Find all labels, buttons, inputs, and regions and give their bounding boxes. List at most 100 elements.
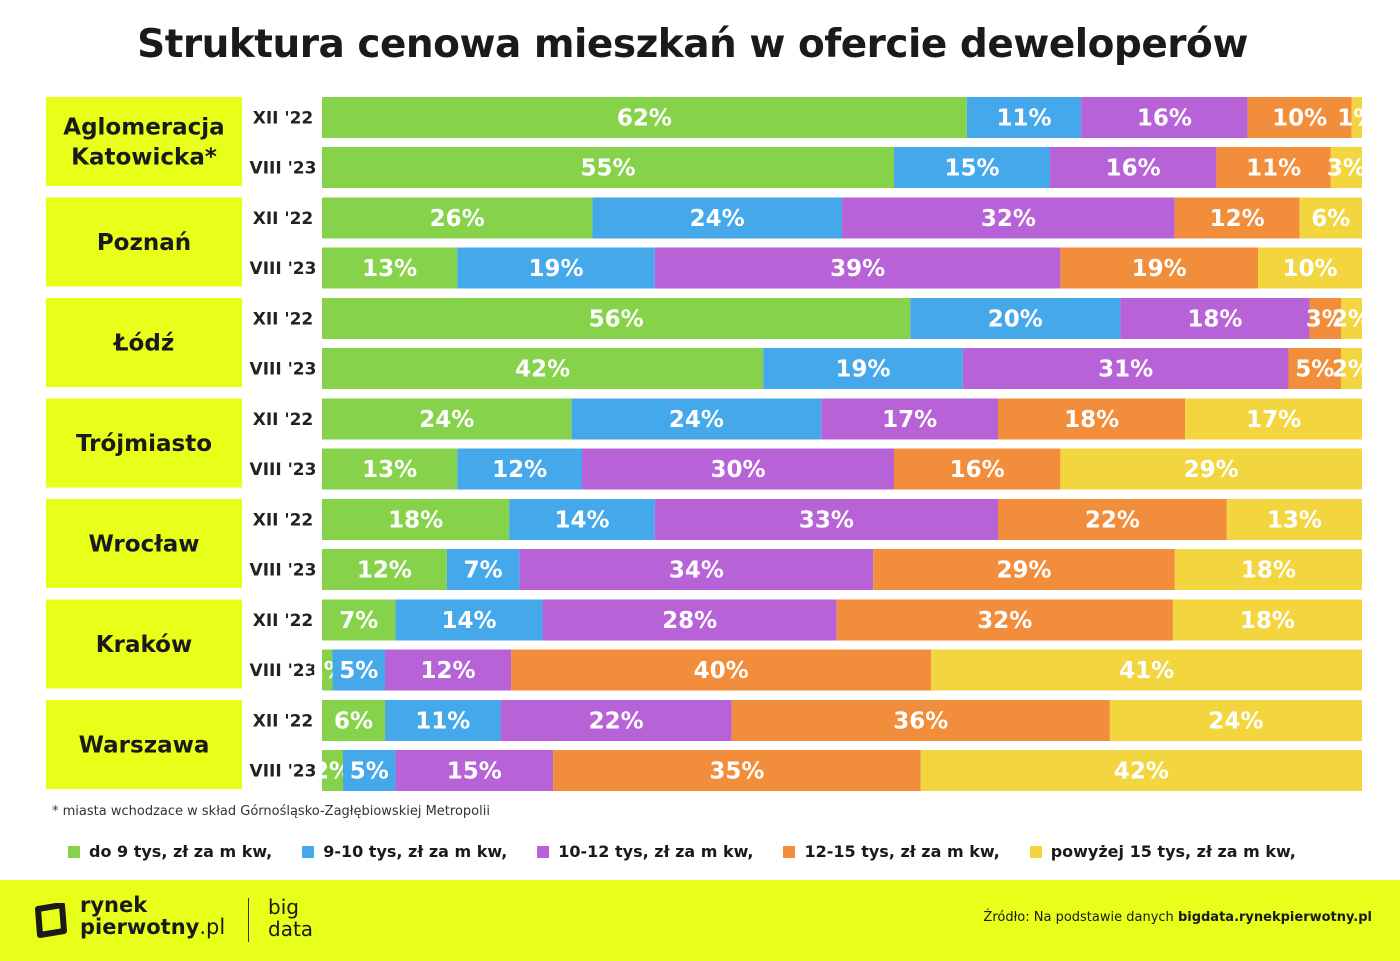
data-label: 14% — [554, 508, 609, 534]
data-label: 3% — [1327, 156, 1366, 182]
bar-segment — [322, 147, 894, 188]
bar-segment — [322, 649, 333, 691]
period-label: VIII '23 — [250, 460, 317, 480]
bar-segment — [457, 448, 582, 490]
source-prefix: Źródło: Na podstawie danych — [983, 910, 1174, 925]
bar-segment — [322, 348, 764, 389]
chart-title: Struktura cenowa mieszkań w ofercie dewe… — [137, 22, 1248, 67]
data-label: 19% — [835, 357, 890, 383]
data-label: 1% — [1337, 106, 1376, 132]
city-box — [46, 599, 242, 689]
city-box — [46, 197, 242, 287]
period-label: VIII '23 — [250, 762, 317, 782]
bar-segment — [1258, 247, 1362, 289]
data-label: 36% — [893, 709, 948, 735]
data-label: 12% — [1210, 206, 1265, 232]
bar-segment — [873, 549, 1175, 590]
bar-segment — [322, 197, 593, 239]
bar-segment — [511, 649, 932, 691]
logo-line2: pierwotny — [80, 915, 200, 939]
bar-segment — [731, 700, 1110, 741]
data-label: 5% — [1295, 357, 1334, 383]
rynekpierwotny-logo-text[interactable]: rynek pierwotny.pl — [80, 894, 225, 938]
data-label: 14% — [442, 608, 497, 634]
data-label: 22% — [589, 709, 644, 735]
logo-suffix: .pl — [199, 915, 226, 939]
legend-label: 10-12 tys, zł za m kw, — [558, 842, 754, 861]
bar-segment — [920, 750, 1362, 791]
city-label: Łódź — [112, 331, 174, 357]
city-label: Trójmiasto — [76, 431, 212, 457]
period-label: XII '22 — [253, 410, 314, 430]
bar-segment — [1288, 348, 1341, 389]
data-label: 18% — [1187, 307, 1242, 333]
data-label: 28% — [662, 608, 717, 634]
data-label: 35% — [709, 759, 764, 785]
bar-segment — [519, 549, 874, 590]
city-box — [46, 398, 242, 488]
bar-segment — [1185, 398, 1362, 440]
data-label: 32% — [981, 206, 1036, 232]
city-label: Aglomeracja — [63, 115, 224, 141]
bar-segment — [322, 549, 447, 590]
bar-segment — [385, 649, 512, 691]
city-label: Warszawa — [79, 733, 210, 759]
bigdata-logo-text[interactable]: big data — [268, 896, 313, 940]
data-label: 18% — [1241, 558, 1296, 584]
period-label: VIII '23 — [250, 360, 317, 380]
bar-segment — [500, 700, 732, 741]
bar-segment — [1216, 147, 1331, 188]
bar-segment — [910, 298, 1121, 339]
data-label: 42% — [1114, 759, 1169, 785]
bar-segment — [322, 398, 572, 440]
bar-segment — [1226, 499, 1362, 540]
bar-segment — [894, 448, 1061, 490]
city-box — [46, 700, 242, 789]
data-label: 31% — [1098, 357, 1153, 383]
data-label: 16% — [950, 457, 1005, 483]
period-label: XII '22 — [253, 310, 314, 330]
bar-segment — [1340, 298, 1362, 339]
data-label: 39% — [830, 256, 885, 282]
bar-segment — [654, 247, 1061, 289]
footnote: * miasta wchodzace w skład Górnośląsko-Z… — [52, 804, 490, 819]
bar-segment — [654, 499, 998, 540]
bar-segment — [998, 398, 1186, 440]
data-label: 16% — [1137, 106, 1192, 132]
data-label: 24% — [690, 206, 745, 232]
logo-divider — [248, 898, 249, 942]
bar-segment — [592, 197, 842, 239]
bar-segment — [1174, 549, 1362, 590]
legend-item: 12-15 tys, zł za m kw, — [783, 842, 1000, 861]
city-label: Katowicka* — [71, 145, 217, 171]
bar-segment — [931, 649, 1362, 691]
data-label: 19% — [1132, 256, 1187, 282]
period-label: XII '22 — [253, 109, 314, 129]
data-label: 20% — [988, 307, 1043, 333]
city-label: Wrocław — [88, 532, 199, 558]
bar-segment — [322, 599, 396, 641]
bar-segment — [998, 499, 1227, 540]
bar-segment — [332, 649, 386, 691]
bar-segment — [385, 700, 501, 741]
source-note: Źródło: Na podstawie danych bigdata.ryne… — [983, 910, 1372, 925]
legend-swatch — [302, 845, 315, 858]
period-label: VIII '23 — [250, 159, 317, 179]
bar-segment — [962, 348, 1289, 389]
legend-label: do 9 tys, zł za m kw, — [89, 842, 273, 861]
data-label: 22% — [1085, 508, 1140, 534]
period-label: XII '22 — [253, 209, 314, 229]
bar-segment — [542, 599, 837, 641]
bigdata-line2: data — [268, 917, 314, 941]
source-link[interactable]: bigdata.rynekpierwotny.pl — [1177, 910, 1372, 925]
data-label: 40% — [694, 658, 749, 684]
bar-segment — [446, 549, 520, 590]
bar-segment — [836, 599, 1173, 641]
data-label: 42% — [515, 357, 570, 383]
bar-segment — [966, 97, 1082, 138]
city-label: Poznań — [97, 230, 191, 256]
bar-segment — [1299, 197, 1362, 239]
data-label: 18% — [388, 508, 443, 534]
data-label: 33% — [799, 508, 854, 534]
data-label: 6% — [334, 709, 373, 735]
